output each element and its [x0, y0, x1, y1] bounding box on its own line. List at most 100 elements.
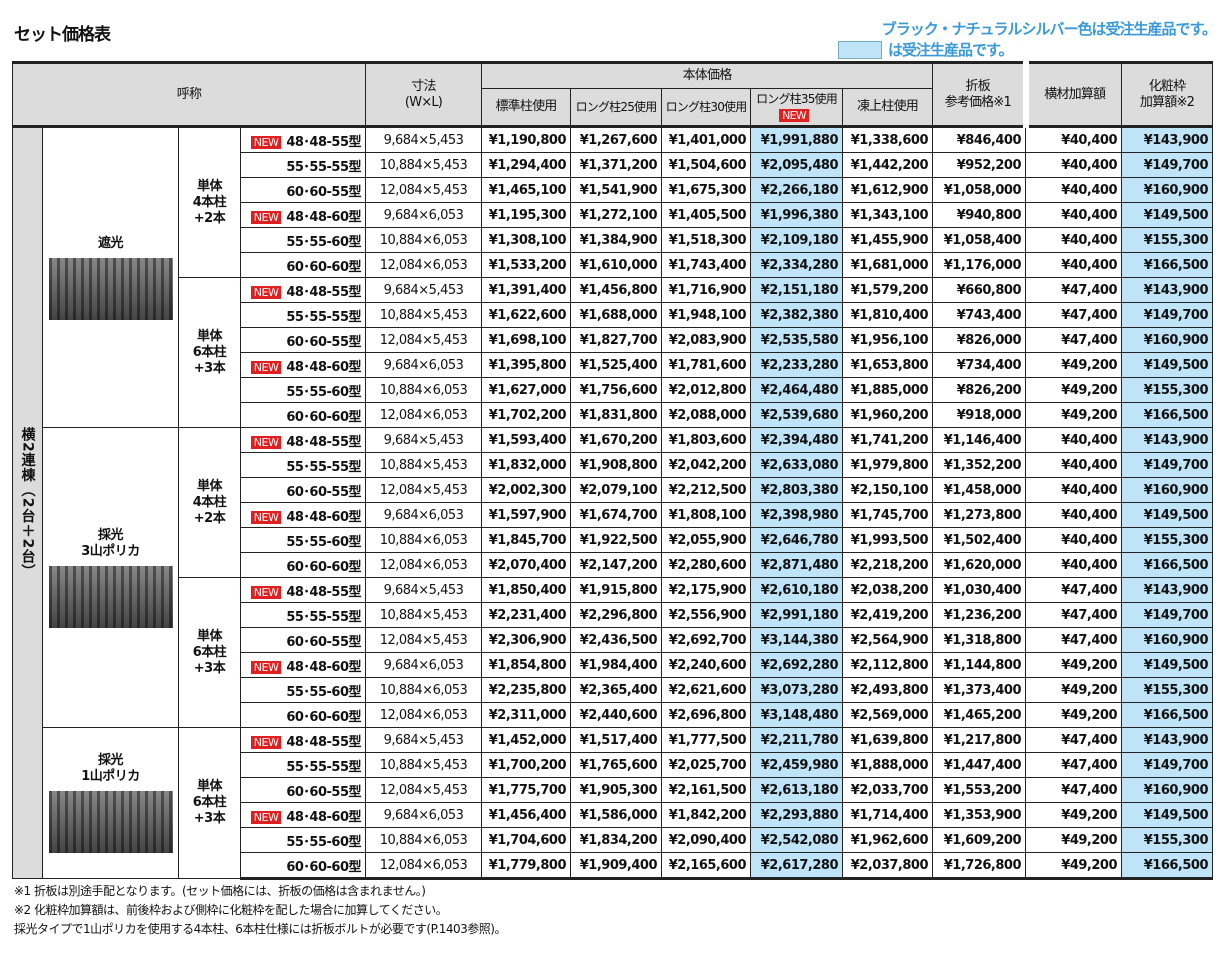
table-row: 60･60-55型 12,084×5,453 ¥1,465,100 ¥1,541,90…	[13, 177, 1213, 203]
post-config: 単体 4本柱 +2本	[178, 125, 241, 278]
price-orita: ¥826,000	[932, 327, 1026, 353]
price-long25: ¥1,267,600	[570, 125, 662, 153]
price-yokozai: ¥40,400	[1025, 477, 1122, 503]
roof-type-cell: 採光 1山ポリカ	[42, 727, 179, 879]
table-row: 55･55-55型 10,884×5,453 ¥2,231,400 ¥2,296,80…	[13, 602, 1213, 628]
model-name: 60･60-60型	[286, 709, 361, 725]
price-frost: ¥1,960,200	[842, 402, 933, 428]
price-yokozai: ¥40,400	[1025, 427, 1122, 453]
new-badge: NEW	[250, 135, 282, 149]
price-long35: ¥1,996,380	[750, 202, 843, 228]
price-long35: ¥2,459,980	[750, 752, 843, 778]
model-cell: 55･55-60型	[240, 677, 366, 703]
price-long30: ¥2,696,800	[661, 702, 751, 728]
made-to-order-note: ブラック・ナチュラルシルバー色は受注生産品です。	[881, 20, 1217, 38]
price-orita: ¥846,400	[932, 125, 1026, 153]
price-kesho: ¥160,900	[1121, 777, 1213, 803]
price-long35: ¥1,991,880	[750, 125, 843, 153]
size-cell: 9,684×6,053	[365, 802, 482, 828]
size-cell: 12,084×5,453	[365, 327, 482, 353]
price-long30: ¥2,280,600	[661, 552, 751, 578]
size-cell: 10,884×6,053	[365, 677, 482, 703]
price-standard: ¥2,306,900	[481, 627, 571, 653]
roof-type-label: 採光 1山ポリカ	[81, 753, 140, 784]
price-long30: ¥2,055,900	[661, 527, 751, 553]
price-orita: ¥1,030,400	[932, 577, 1026, 603]
price-long30: ¥2,025,700	[661, 752, 751, 778]
price-frost: ¥1,741,200	[842, 427, 933, 453]
price-orita: ¥1,352,200	[932, 452, 1026, 478]
price-long30: ¥1,808,100	[661, 502, 751, 528]
header-name: 呼称	[12, 61, 366, 127]
model-name: 55･55-55型	[286, 609, 361, 625]
price-long30: ¥2,012,800	[661, 377, 751, 403]
price-kesho: ¥166,500	[1121, 252, 1213, 278]
price-kesho: ¥143,900	[1121, 427, 1213, 453]
size-cell: 10,884×5,453	[365, 602, 482, 628]
price-kesho: ¥155,300	[1121, 677, 1213, 703]
size-cell: 10,884×5,453	[365, 752, 482, 778]
price-yokozai: ¥47,400	[1025, 302, 1122, 328]
model-cell: 55･55-55型	[240, 602, 366, 628]
price-long30: ¥2,088,000	[661, 402, 751, 428]
model-name: 60･60-60型	[286, 859, 361, 875]
price-frost: ¥2,033,700	[842, 777, 933, 803]
new-badge: NEW	[250, 810, 282, 824]
table-row: 横2連棟（2台＋2台） 遮光 単体 4本柱 +2本 NEW 48･48-55型 9,684…	[12, 125, 1213, 879]
price-long25: ¥1,827,700	[570, 327, 662, 353]
side-label: 横2連棟（2台＋2台）	[12, 125, 43, 879]
price-long25: ¥1,756,600	[570, 377, 662, 403]
table-row: 60･60-55型 12,084×5,453 ¥2,002,300 ¥2,079,10…	[13, 477, 1213, 503]
table-row: 55･55-55型 10,884×5,453 ¥1,832,000 ¥1,908,80…	[13, 452, 1213, 478]
model-name: 60･60-55型	[286, 784, 361, 800]
price-orita: ¥1,318,800	[932, 627, 1026, 653]
price-orita: ¥1,447,400	[932, 752, 1026, 778]
model-cell: 60･60-60型	[240, 252, 366, 278]
price-kesho: ¥155,300	[1121, 827, 1213, 853]
price-orita: ¥660,800	[932, 277, 1026, 303]
price-yokozai: ¥40,400	[1025, 227, 1122, 253]
price-kesho: ¥166,500	[1121, 552, 1213, 578]
table-row: 55･55-60型 10,884×6,053 ¥1,845,700 ¥1,922,50…	[13, 527, 1213, 553]
size-cell: 12,084×5,453	[365, 177, 482, 203]
price-standard: ¥1,533,200	[481, 252, 571, 278]
footnotes: ※1 折板は別途手配となります。(セット価格には、折板の価格は含まれません。) …	[14, 882, 507, 939]
size-cell: 12,084×6,053	[365, 252, 482, 278]
price-orita: ¥1,373,400	[932, 677, 1026, 703]
model-name: 55･55-60型	[286, 834, 361, 850]
price-kesho: ¥160,900	[1121, 627, 1213, 653]
price-long30: ¥2,212,500	[661, 477, 751, 503]
price-standard: ¥1,704,600	[481, 827, 571, 853]
price-long30: ¥1,948,100	[661, 302, 751, 328]
model-cell: 60･60-55型	[240, 777, 366, 803]
price-long30: ¥2,042,200	[661, 452, 751, 478]
size-cell: 9,684×5,453	[365, 125, 482, 153]
price-frost: ¥1,343,100	[842, 202, 933, 228]
model-cell: 60･60-60型	[240, 702, 366, 728]
model-name: 48･48-60型	[286, 209, 361, 225]
price-kesho: ¥149,500	[1121, 352, 1213, 378]
model-name: 55･55-55型	[286, 759, 361, 775]
price-long25: ¥1,586,000	[570, 802, 662, 828]
price-kesho: ¥160,900	[1121, 177, 1213, 203]
price-standard: ¥1,391,400	[481, 277, 571, 303]
price-yokozai: ¥40,400	[1025, 125, 1122, 153]
new-badge: NEW	[250, 585, 282, 599]
price-long30: ¥2,240,600	[661, 652, 751, 678]
price-long35: ¥3,073,280	[750, 677, 843, 703]
size-cell: 12,084×6,053	[365, 852, 482, 880]
model-cell: NEW 48･48-60型	[240, 802, 366, 828]
table-row: 60･60-55型 12,084×5,453 ¥1,775,700 ¥1,905,30…	[13, 777, 1213, 803]
new-badge: NEW	[250, 660, 282, 674]
price-yokozai: ¥49,200	[1025, 802, 1122, 828]
price-frost: ¥1,612,900	[842, 177, 933, 203]
price-yokozai: ¥49,200	[1025, 702, 1122, 728]
price-long25: ¥1,984,400	[570, 652, 662, 678]
new-badge: NEW	[250, 435, 282, 449]
roof-type-label: 遮光	[97, 235, 124, 251]
model-name: 48･48-60型	[286, 359, 361, 375]
price-long35: ¥2,233,280	[750, 352, 843, 378]
price-long25: ¥2,079,100	[570, 477, 662, 503]
size-cell: 12,084×5,453	[365, 477, 482, 503]
price-long30: ¥1,803,600	[661, 427, 751, 453]
